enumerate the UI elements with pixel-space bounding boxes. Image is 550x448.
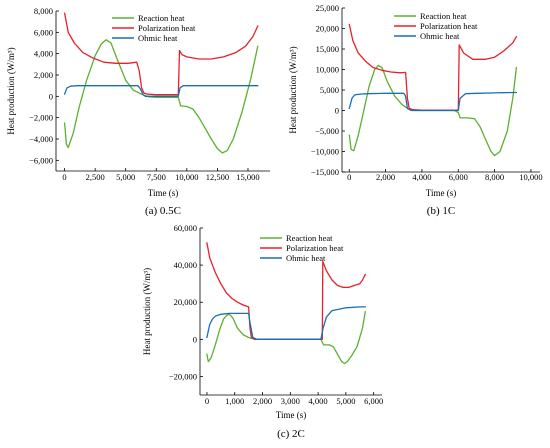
y-tick-label: 20,000 — [316, 24, 339, 34]
x-tick-label: 12,500 — [206, 172, 229, 182]
y-tick-label: −10,000 — [311, 147, 339, 157]
x-tick-label: 6,000 — [364, 396, 383, 406]
x-tick-label: 10,000 — [175, 172, 198, 182]
legend-label-polarization: Polarization heat — [138, 23, 196, 33]
x-tick-label: 15,000 — [236, 172, 259, 182]
series-line-ohmic — [63, 85, 259, 97]
y-tick-label: −5,000 — [315, 126, 339, 136]
x-tick-label: 8,000 — [485, 172, 504, 182]
legend-label-reaction: Reaction heat — [420, 11, 467, 21]
x-axis-title: Time (s) — [148, 188, 178, 198]
legend-label-reaction: Reaction heat — [138, 13, 185, 23]
legend-label-polarization: Polarization heat — [286, 243, 344, 253]
series-line-polarization — [63, 12, 259, 96]
x-tick-label: 5,000 — [116, 172, 135, 182]
panel-caption: (b) 1C — [427, 205, 455, 217]
y-tick-label: 10,000 — [316, 65, 339, 75]
chart-panel-2: −20,000 0 20,000 40,000 60,000 0 1,000 2,000 3,0… — [142, 223, 383, 440]
x-tick-label: 0 — [347, 172, 351, 182]
y-tick-label: 15,000 — [316, 44, 339, 54]
y-tick-label: 25,000 — [316, 3, 339, 13]
x-tick-label: 0 — [205, 396, 209, 406]
y-tick-label: 0 — [193, 334, 197, 344]
x-tick-label: 6,000 — [449, 172, 468, 182]
x-tick-label: 2,000 — [253, 396, 272, 406]
x-tick-label: 4,000 — [309, 396, 328, 406]
legend-label-reaction: Reaction heat — [286, 233, 333, 243]
y-tick-label: 40,000 — [174, 260, 197, 270]
panel-caption: (a) 0.5C — [145, 205, 181, 217]
legend-label-ohmic: Ohmic heat — [286, 253, 326, 263]
y-tick-label: 0 — [335, 106, 339, 116]
y-tick-label: −2,000 — [29, 113, 53, 123]
y-axis-title: Heat production (W/m³) — [6, 47, 16, 134]
y-tick-label: −20,000 — [169, 371, 197, 381]
y-tick-label: −4,000 — [29, 134, 53, 144]
legend-label-ohmic: Ohmic heat — [420, 31, 460, 41]
chart-panel-0: −6,000 −4,000 −2,000 0 2,000 4,000 6,000 8,000 0… — [6, 6, 270, 217]
legend-label-ohmic: Ohmic heat — [138, 33, 178, 43]
y-tick-label: 0 — [49, 91, 53, 101]
y-tick-label: 5,000 — [320, 85, 339, 95]
x-tick-label: 3,000 — [281, 396, 300, 406]
x-tick-label: 2,500 — [86, 172, 105, 182]
series-line-ohmic — [206, 306, 366, 340]
y-tick-label: 8,000 — [34, 6, 53, 16]
y-tick-label: 60,000 — [174, 223, 197, 233]
y-tick-label: 20,000 — [174, 297, 197, 307]
panel-caption: (c) 2C — [277, 428, 305, 440]
x-tick-label: 2,000 — [376, 172, 395, 182]
x-tick-label: 5,000 — [336, 396, 355, 406]
series-line-ohmic — [348, 91, 518, 112]
series-line-reaction — [206, 310, 366, 365]
y-axis-title: Heat production (W/m³) — [288, 46, 298, 133]
chart-panel-1: −15,000 −10,000 −5,000 0 5,000 10,000 15,000 20… — [288, 3, 543, 217]
series-line-reaction — [63, 39, 259, 154]
x-tick-label: 4,000 — [412, 172, 431, 182]
x-tick-label: 10,000 — [519, 172, 542, 182]
y-tick-label: 2,000 — [34, 70, 53, 80]
y-tick-label: −6,000 — [29, 155, 53, 165]
x-tick-label: 7,500 — [147, 172, 166, 182]
legend-label-polarization: Polarization heat — [420, 21, 478, 31]
x-axis-title: Time (s) — [276, 410, 306, 420]
x-tick-label: 1,000 — [225, 396, 244, 406]
x-tick-label: 0 — [62, 172, 66, 182]
y-tick-label: 4,000 — [34, 49, 53, 59]
x-axis-title: Time (s) — [426, 188, 456, 198]
y-tick-label: 6,000 — [34, 27, 53, 37]
y-tick-label: −15,000 — [311, 167, 339, 177]
y-axis-title: Heat production (W/m³) — [142, 268, 152, 355]
